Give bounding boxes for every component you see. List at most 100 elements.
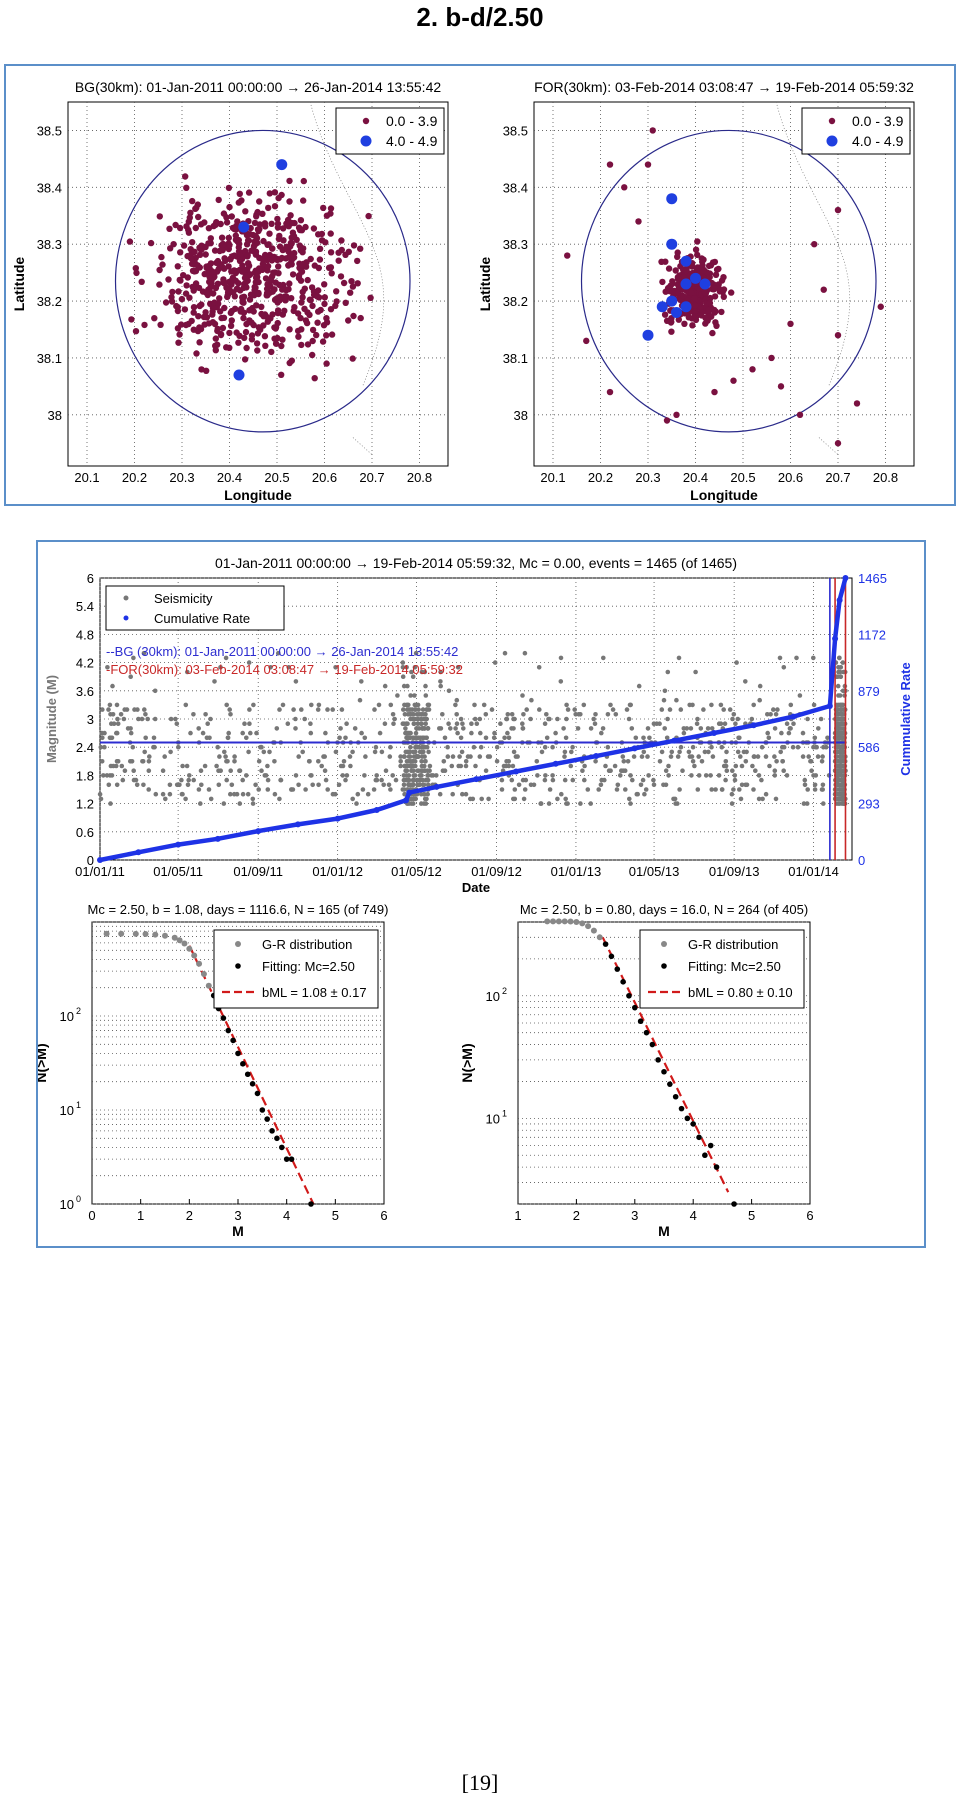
map-figure-frame: 20.1 20.2 20.3 20.4 20.5 20.6 20.7 20.8 38 38.1 38…: [4, 64, 956, 506]
seismicity-point: [739, 763, 745, 769]
event-point: [564, 252, 571, 259]
seismicity-point: [534, 759, 540, 764]
seismicity-point: [835, 674, 840, 679]
seismicity-point: [668, 754, 674, 759]
seismicity-point: [413, 763, 418, 769]
seismicity-point: [542, 744, 548, 750]
seismicity-point: [107, 702, 113, 708]
seismicity-point: [425, 726, 431, 731]
seismicity-point: [615, 782, 621, 788]
seismicity-point: [629, 726, 635, 731]
event-point: [197, 221, 205, 228]
event-point: [274, 215, 281, 223]
event-point: [237, 305, 245, 313]
event-point: [350, 242, 358, 249]
seismicity-point: [558, 679, 564, 684]
seismicity-point: [183, 702, 189, 708]
seismicity-point: [122, 768, 128, 773]
seismicity-point: [347, 754, 353, 759]
event-point: [661, 311, 669, 318]
seismicity-point: [751, 754, 757, 759]
seismicity-point: [472, 702, 477, 708]
seismicity-point: [773, 712, 779, 717]
seismicity-point: [132, 707, 137, 712]
seismicity-point: [401, 777, 407, 783]
seismicity-point: [702, 749, 708, 755]
seismicity-point: [360, 787, 366, 792]
seismicity-point: [588, 726, 594, 731]
event-point: [202, 309, 209, 316]
cumulative-point: [671, 737, 678, 744]
legend-label: 0.0 - 3.9: [852, 113, 904, 129]
seismicity-point: [716, 773, 722, 778]
cumulative-point: [403, 797, 410, 804]
event-point: [354, 257, 361, 265]
cumulative-point: [294, 821, 301, 828]
seismicity-point: [420, 707, 426, 712]
event-point: [268, 348, 275, 356]
event-point: [193, 204, 200, 211]
seismicity-point: [398, 759, 404, 764]
seismicity-point: [819, 759, 825, 764]
seismicity-point: [120, 777, 126, 783]
event-point: [175, 288, 182, 295]
fit-point: [684, 1115, 691, 1122]
event-point: [264, 318, 271, 325]
event-point: [239, 298, 246, 306]
seismicity-point: [423, 712, 428, 717]
seismicity-point: [420, 768, 426, 773]
event-point: [126, 238, 134, 245]
seismicity-point: [841, 721, 846, 726]
seismicity-point: [512, 787, 518, 792]
seismicity-point: [152, 716, 158, 722]
seismicity-point: [402, 787, 407, 792]
x-tick-label: 20.1: [74, 470, 99, 485]
event-point: [667, 282, 674, 289]
event-point: [184, 274, 191, 281]
seismicity-point: [430, 773, 436, 778]
event-point: [321, 294, 328, 301]
event-point: [274, 319, 281, 327]
event-point: [252, 251, 260, 258]
seismicity-point: [102, 730, 107, 736]
seismicity-point: [509, 712, 515, 717]
x-tick-label: 01/01/12: [312, 864, 363, 879]
seismicity-point: [454, 712, 460, 717]
seismicity-point: [337, 735, 342, 741]
event-point: [699, 257, 706, 264]
seismicity-point: [550, 744, 555, 750]
seismicity-point: [422, 763, 427, 769]
seismicity-point: [505, 712, 511, 717]
seismicity-point: [645, 754, 650, 759]
seismicity-point: [706, 749, 711, 755]
seismicity-point: [438, 669, 443, 675]
event-point: [680, 293, 687, 300]
event-point: [207, 284, 214, 291]
event-point: [274, 224, 282, 231]
seismicity-point: [477, 716, 483, 722]
event-point: [205, 225, 213, 232]
fit-point: [244, 1071, 251, 1078]
seismicity-point: [408, 712, 413, 717]
cumulative-point: [255, 828, 262, 835]
seismicity-point: [559, 791, 564, 797]
seismicity-point: [569, 749, 574, 755]
seismicity-point: [735, 716, 741, 722]
event-point: [185, 218, 192, 225]
event-point: [251, 219, 259, 227]
seismicity-point: [727, 707, 733, 712]
seismicity-point: [477, 754, 483, 759]
seismicity-point: [232, 759, 237, 764]
seismicity-point: [772, 726, 778, 731]
seismicity-point: [614, 787, 620, 792]
seismicity-point: [837, 693, 843, 698]
seismicity-point: [581, 702, 587, 708]
seismicity-point: [403, 749, 409, 755]
seismicity-point: [478, 744, 484, 750]
x-axis-label: Longitude: [690, 487, 758, 503]
seismicity-point: [795, 744, 801, 750]
event-point: [162, 299, 170, 306]
seismicity-point: [797, 693, 803, 698]
y-tick-label: 10: [486, 989, 500, 1004]
event-point: [288, 357, 295, 364]
